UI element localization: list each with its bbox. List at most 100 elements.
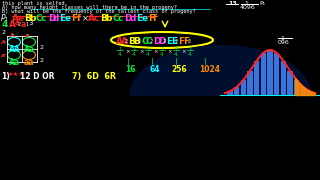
- Text: this plant is selfed.: this plant is selfed.: [2, 1, 68, 6]
- Text: 2: 2: [175, 39, 178, 44]
- Text: A: A: [10, 33, 15, 38]
- Text: 4: 4: [132, 52, 135, 57]
- Text: Aa: Aa: [24, 45, 35, 54]
- Text: E: E: [60, 14, 66, 23]
- Text: d: d: [53, 14, 59, 23]
- Text: a: a: [1, 53, 5, 58]
- Text: c: c: [117, 14, 123, 23]
- Text: 1): 1): [1, 72, 10, 81]
- Text: B: B: [24, 14, 31, 23]
- Text: AA: AA: [9, 45, 21, 54]
- Text: c: c: [41, 14, 46, 23]
- Text: a: a: [25, 33, 29, 38]
- Text: ¹: ¹: [4, 39, 6, 44]
- Text: D: D: [154, 37, 161, 46]
- Text: F: F: [183, 37, 190, 46]
- Text: ¹: ¹: [12, 33, 13, 37]
- Text: 4: 4: [188, 52, 191, 57]
- Text: 1: 1: [25, 22, 28, 27]
- Text: aa: aa: [24, 58, 35, 67]
- Text: C: C: [112, 14, 119, 23]
- Text: 2: 2: [163, 39, 166, 44]
- Bar: [234, 87, 239, 95]
- Text: f: f: [153, 14, 157, 23]
- Text: A: A: [1, 40, 6, 45]
- Text: 1024: 1024: [199, 65, 220, 74]
- Text: F: F: [179, 37, 185, 46]
- Text: 16: 16: [125, 65, 135, 74]
- Text: C: C: [146, 37, 153, 46]
- Text: C: C: [36, 14, 43, 23]
- Text: B: B: [129, 37, 135, 46]
- Text: B: B: [133, 37, 140, 46]
- Text: A: A: [121, 37, 128, 46]
- Text: 2: 2: [18, 22, 21, 27]
- Text: e: e: [141, 14, 147, 23]
- Text: 1: 1: [118, 47, 122, 52]
- Text: A) how many height classes will there be in the progeny?: A) how many height classes will there be…: [2, 5, 177, 10]
- Text: ×: ×: [139, 49, 144, 54]
- Bar: [227, 91, 233, 95]
- Bar: [260, 53, 266, 95]
- Text: 4: 4: [146, 52, 149, 57]
- Text: ×: ×: [181, 49, 186, 54]
- Text: 1: 1: [244, 1, 248, 6]
- Text: 12 D OR: 12 D OR: [20, 72, 54, 81]
- Text: ¹: ¹: [4, 53, 6, 57]
- Text: E: E: [136, 14, 142, 23]
- Bar: [307, 91, 313, 95]
- Text: 1: 1: [132, 47, 135, 52]
- Text: P₁: P₁: [1, 14, 9, 23]
- Text: A: A: [12, 14, 19, 23]
- Text: 4: 4: [118, 52, 122, 57]
- Text: e: e: [17, 14, 23, 23]
- Bar: [274, 53, 279, 95]
- Text: 2: 2: [138, 39, 140, 44]
- Text: B) what will be the frequency of the tallest class of progeny?: B) what will be the frequency of the tal…: [2, 8, 196, 14]
- Text: E: E: [166, 37, 172, 46]
- Text: 3: 3: [28, 20, 33, 26]
- Text: P₁: P₁: [259, 1, 265, 6]
- Bar: [287, 71, 293, 95]
- Text: 2: 2: [188, 39, 191, 44]
- Text: 2: 2: [39, 58, 43, 63]
- Text: B: B: [100, 14, 107, 23]
- Bar: [300, 87, 306, 95]
- Text: f: f: [77, 14, 81, 23]
- Text: 13: 13: [228, 1, 237, 6]
- Text: A: A: [116, 37, 123, 46]
- Text: e: e: [65, 14, 71, 23]
- Text: d: d: [129, 14, 136, 23]
- Text: 2: 2: [1, 30, 5, 35]
- Text: ×: ×: [167, 49, 172, 54]
- Text: D: D: [48, 14, 55, 23]
- Text: A: A: [9, 20, 16, 29]
- Text: 096: 096: [278, 40, 290, 45]
- Text: 4: 4: [160, 52, 164, 57]
- Text: ★★★: ★★★: [8, 72, 25, 77]
- Bar: [294, 80, 300, 95]
- Text: Aa: Aa: [9, 58, 20, 67]
- Text: ×: ×: [125, 49, 130, 54]
- Text: 4096: 4096: [240, 5, 256, 10]
- Bar: [267, 50, 273, 95]
- Text: 1: 1: [280, 36, 284, 41]
- Text: 4: 4: [174, 52, 178, 57]
- Text: 1: 1: [174, 47, 178, 52]
- Text: E: E: [171, 37, 177, 46]
- Text: ¹: ¹: [27, 33, 29, 37]
- Text: 2: 2: [125, 39, 128, 44]
- Text: 2: 2: [150, 39, 153, 44]
- Bar: [281, 61, 286, 95]
- Text: 256: 256: [172, 65, 187, 74]
- Text: A: A: [88, 14, 95, 23]
- Text: a: a: [21, 20, 26, 29]
- Text: b: b: [106, 14, 112, 23]
- Bar: [241, 80, 246, 95]
- Text: D: D: [158, 37, 166, 46]
- Bar: [247, 71, 253, 95]
- Text: D: D: [124, 14, 132, 23]
- Text: 2: 2: [39, 45, 43, 50]
- Text: c: c: [94, 14, 99, 23]
- Text: a: a: [14, 20, 19, 26]
